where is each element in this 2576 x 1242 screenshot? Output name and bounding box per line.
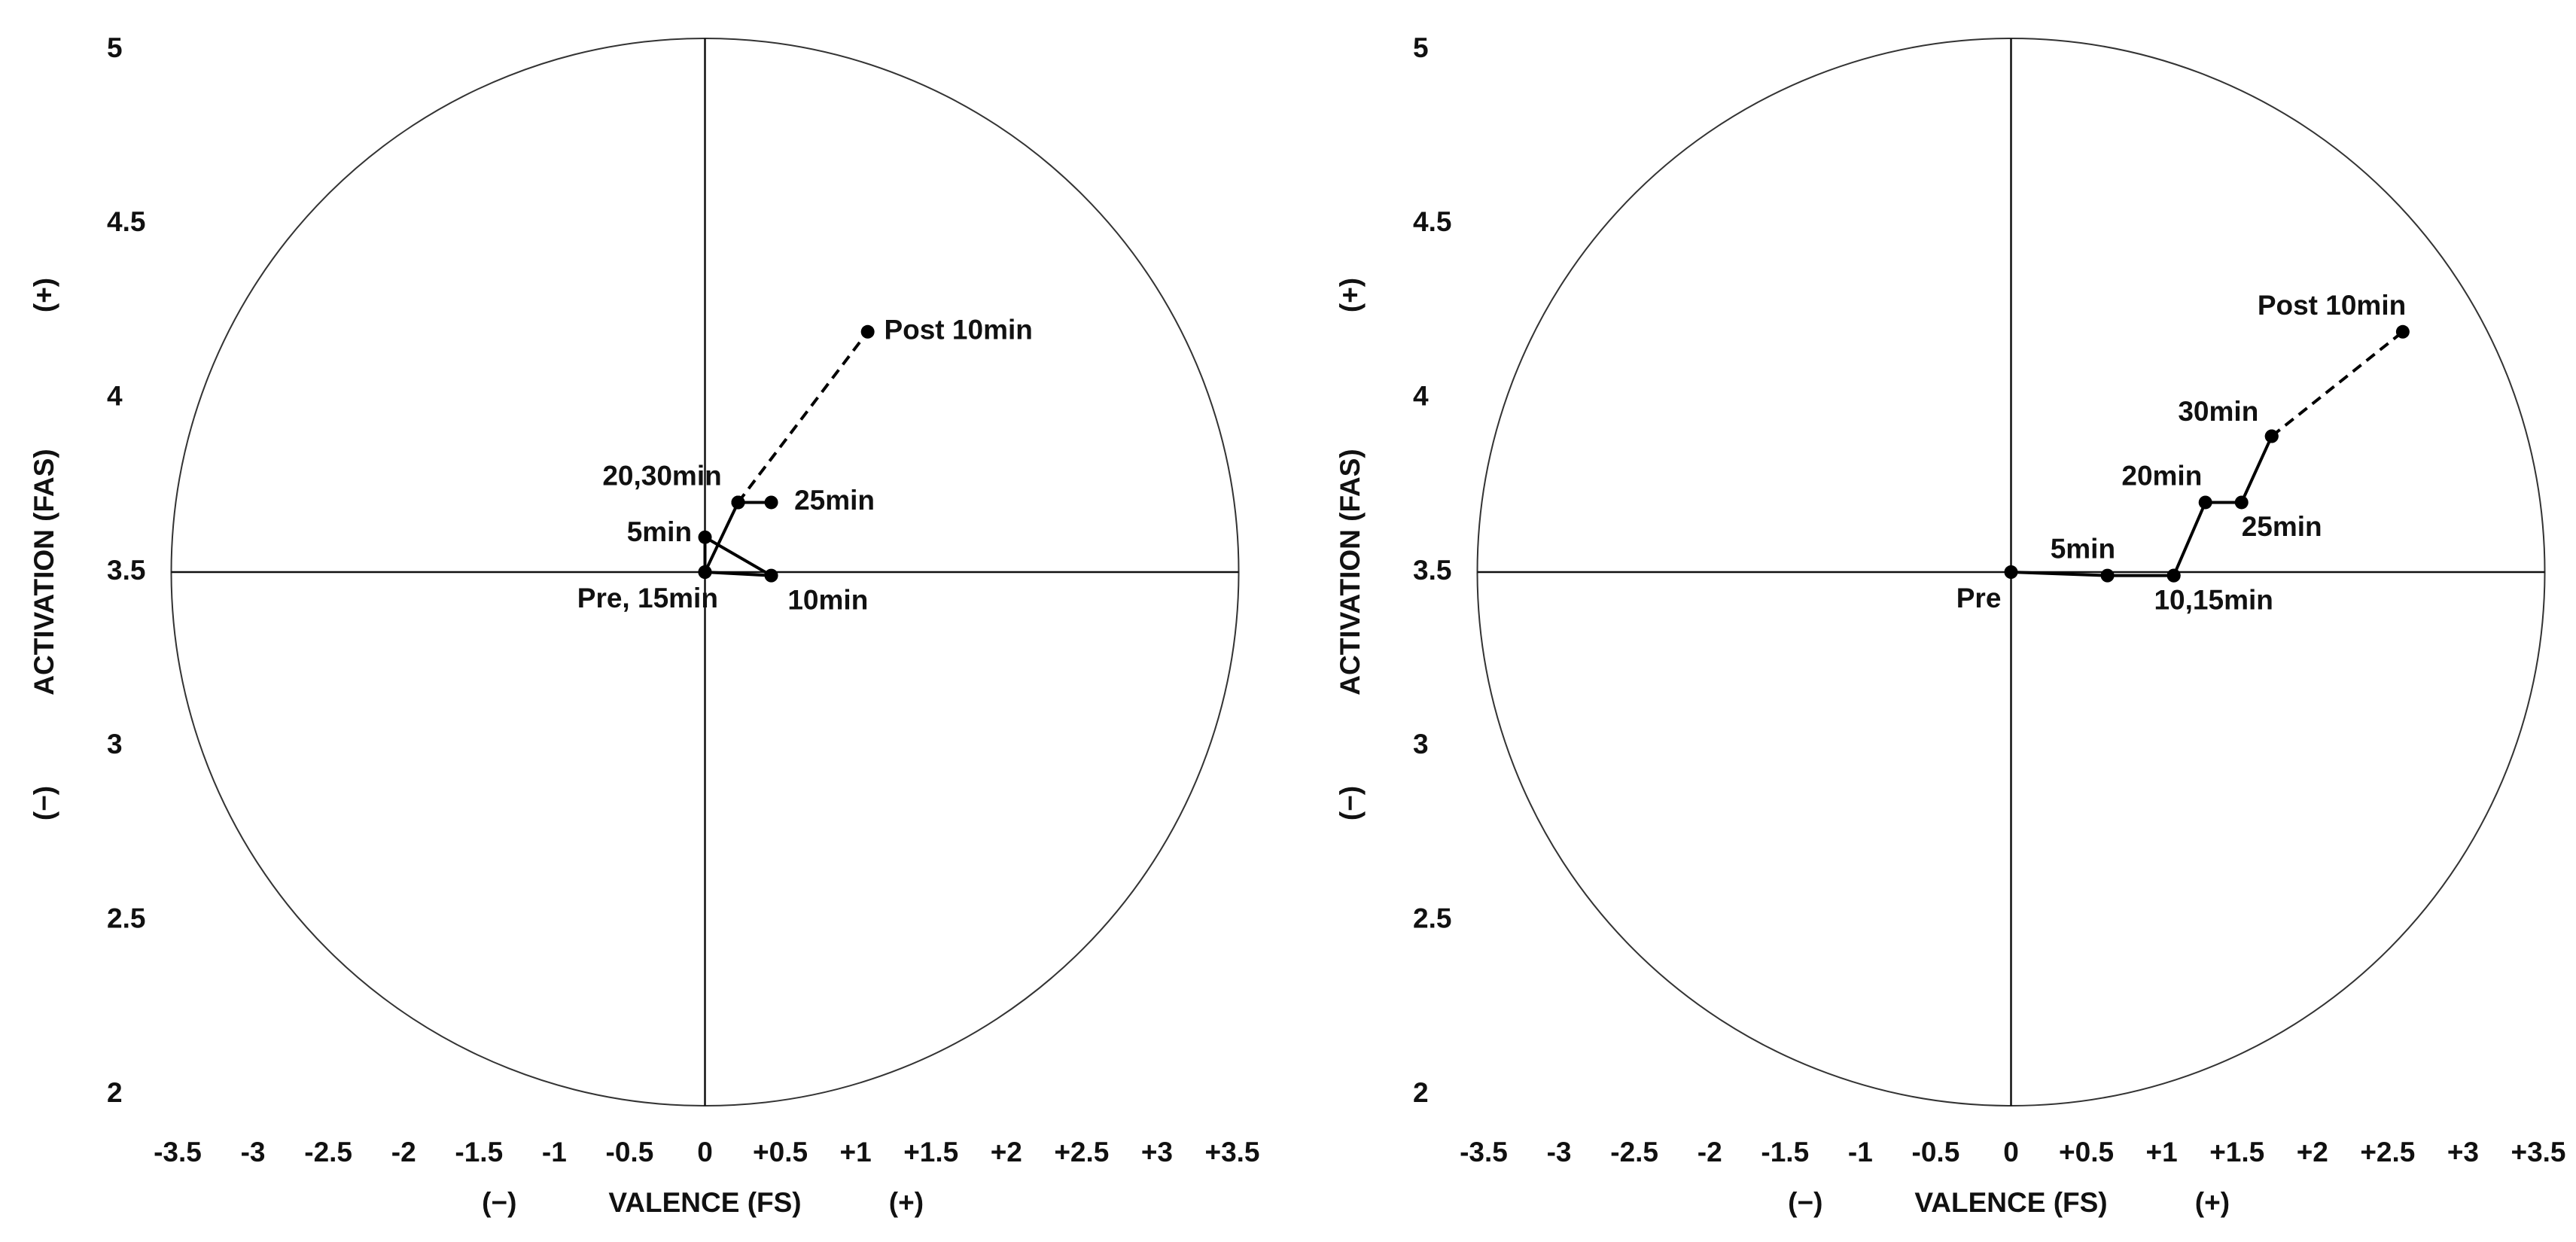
y-tick-label: 2 bbox=[107, 1077, 123, 1108]
y-tick-label: 5 bbox=[1413, 32, 1429, 63]
x-tick-label: +1 bbox=[2146, 1137, 2178, 1167]
x-tick-label: +2 bbox=[991, 1137, 1022, 1167]
x-tick-label: +3 bbox=[1141, 1137, 1173, 1167]
x-tick-label: -3.5 bbox=[154, 1137, 202, 1167]
y-sign-label: (−) bbox=[1335, 786, 1366, 820]
point-label: 10min bbox=[787, 584, 868, 615]
x-tick-label: -3.5 bbox=[1460, 1137, 1508, 1167]
data-point bbox=[860, 324, 875, 339]
x-tick-label: -0.5 bbox=[1912, 1137, 1960, 1167]
x-tick-label: +3.5 bbox=[2511, 1137, 2565, 1167]
y-label-group: ACTIVATION (FAS) bbox=[1335, 449, 1366, 696]
y-label-group: (+) bbox=[1335, 278, 1366, 312]
y-tick-label: 4 bbox=[107, 380, 123, 411]
y-axis-label: ACTIVATION (FAS) bbox=[29, 449, 59, 696]
data-point bbox=[2395, 324, 2410, 339]
x-axis-label: VALENCE (FS) bbox=[608, 1187, 801, 1218]
x-tick-label: +1.5 bbox=[2209, 1137, 2264, 1167]
point-label: 30min bbox=[2178, 396, 2258, 427]
y-sign-label: (−) bbox=[29, 786, 59, 820]
x-tick-label: -2 bbox=[1698, 1137, 1722, 1167]
y-tick-label: 4.5 bbox=[1413, 206, 1451, 237]
data-point bbox=[764, 495, 778, 510]
data-point bbox=[2166, 568, 2181, 583]
x-tick-label: -1.5 bbox=[455, 1137, 503, 1167]
data-point bbox=[2198, 495, 2212, 510]
x-tick-label: +1 bbox=[840, 1137, 872, 1167]
series-line bbox=[736, 330, 869, 504]
x-tick-label: +3 bbox=[2447, 1137, 2479, 1167]
y-tick-label: 2.5 bbox=[1413, 903, 1451, 933]
x-sign-label: (+) bbox=[889, 1187, 924, 1218]
y-label-group: (+) bbox=[29, 278, 59, 312]
x-tick-label: -3 bbox=[1547, 1137, 1572, 1167]
y-tick-label: 3 bbox=[1413, 729, 1429, 760]
x-tick-label: 0 bbox=[697, 1137, 713, 1167]
point-label: Post 10min bbox=[2258, 290, 2406, 321]
y-tick-label: 5 bbox=[107, 32, 123, 63]
x-tick-label: +2.5 bbox=[1054, 1137, 1109, 1167]
point-label: 5min bbox=[2051, 534, 2115, 565]
x-tick-label: -1 bbox=[1848, 1137, 1873, 1167]
x-tick-label: +2.5 bbox=[2360, 1137, 2415, 1167]
x-tick-label: +0.5 bbox=[753, 1137, 808, 1167]
point-label: Pre, 15min bbox=[577, 583, 718, 613]
data-point bbox=[2100, 568, 2115, 583]
series-line bbox=[2011, 435, 2273, 577]
data-point bbox=[731, 495, 745, 510]
y-sign-label: (+) bbox=[29, 278, 59, 312]
y-tick-label: 3.5 bbox=[1413, 555, 1451, 586]
point-label: 10,15min bbox=[2154, 584, 2273, 615]
y-tick-label: 3 bbox=[107, 729, 123, 760]
point-label: Pre bbox=[1956, 583, 2002, 613]
data-point bbox=[698, 530, 712, 544]
data-point bbox=[2004, 565, 2018, 579]
x-tick-label: +0.5 bbox=[2059, 1137, 2114, 1167]
series-line bbox=[2270, 330, 2404, 438]
data-point bbox=[764, 568, 778, 583]
x-tick-label: -2.5 bbox=[304, 1137, 352, 1167]
y-tick-label: 2.5 bbox=[107, 903, 145, 933]
x-axis-label: VALENCE (FS) bbox=[1914, 1187, 2107, 1218]
y-label-group: (−) bbox=[1335, 786, 1366, 820]
x-tick-label: -1 bbox=[542, 1137, 567, 1167]
x-tick-label: -0.5 bbox=[606, 1137, 654, 1167]
x-tick-label: 0 bbox=[2003, 1137, 2019, 1167]
point-label: 5min bbox=[627, 516, 692, 547]
series-line bbox=[702, 501, 772, 577]
x-tick-label: -1.5 bbox=[1761, 1137, 1809, 1167]
y-axis-label: ACTIVATION (FAS) bbox=[1335, 449, 1366, 696]
x-sign-label: (+) bbox=[2195, 1187, 2230, 1218]
y-label-group: ACTIVATION (FAS) bbox=[29, 449, 59, 696]
x-tick-label: -3 bbox=[241, 1137, 266, 1167]
x-sign-label: (−) bbox=[1788, 1187, 1822, 1218]
data-point bbox=[2264, 429, 2279, 443]
point-label: 25min bbox=[794, 485, 875, 516]
point-label: Post 10min bbox=[884, 315, 1032, 346]
data-point bbox=[2234, 495, 2249, 510]
x-tick-label: +1.5 bbox=[903, 1137, 958, 1167]
y-tick-label: 4 bbox=[1413, 380, 1429, 411]
x-tick-label: +2 bbox=[2297, 1137, 2328, 1167]
x-tick-label: -2.5 bbox=[1610, 1137, 1658, 1167]
y-label-group: (−) bbox=[29, 786, 59, 820]
data-point bbox=[698, 565, 712, 579]
x-tick-label: -2 bbox=[391, 1137, 416, 1167]
y-tick-label: 4.5 bbox=[107, 206, 145, 237]
x-tick-label: +3.5 bbox=[1204, 1137, 1259, 1167]
point-label: 20min bbox=[2121, 461, 2202, 492]
y-tick-label: 2 bbox=[1413, 1077, 1429, 1108]
y-sign-label: (+) bbox=[1335, 278, 1366, 312]
x-sign-label: (−) bbox=[482, 1187, 516, 1218]
point-label: 25min bbox=[2242, 511, 2322, 542]
point-label: 20,30min bbox=[602, 461, 721, 492]
y-tick-label: 3.5 bbox=[107, 555, 145, 586]
